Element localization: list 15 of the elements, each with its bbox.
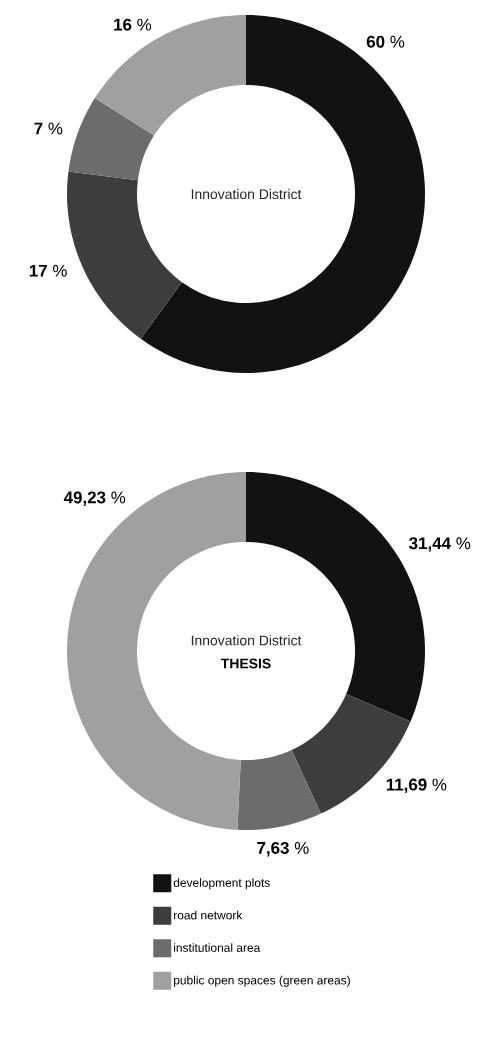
- text: Innovation District: [191, 635, 302, 646]
- legend-label: institutional area: [174, 943, 261, 952]
- data-label: 11,69 %: [386, 778, 447, 794]
- data-label: 17 %: [29, 264, 67, 277]
- text: THESIS: [220, 658, 271, 669]
- data-label: 31,44 %: [409, 537, 471, 552]
- data-label: 16 %: [114, 18, 152, 31]
- legend-label: development plots: [173, 878, 270, 890]
- data-label: 60 %: [366, 35, 405, 48]
- legend-label: public open spaces (green areas): [174, 975, 350, 987]
- data-label: 7 %: [34, 122, 63, 135]
- text: Innovation District: [191, 188, 302, 200]
- legend-label: road network: [174, 910, 243, 920]
- data-label: 49,23 %: [63, 491, 126, 506]
- data-label: 7,63 %: [257, 841, 309, 857]
